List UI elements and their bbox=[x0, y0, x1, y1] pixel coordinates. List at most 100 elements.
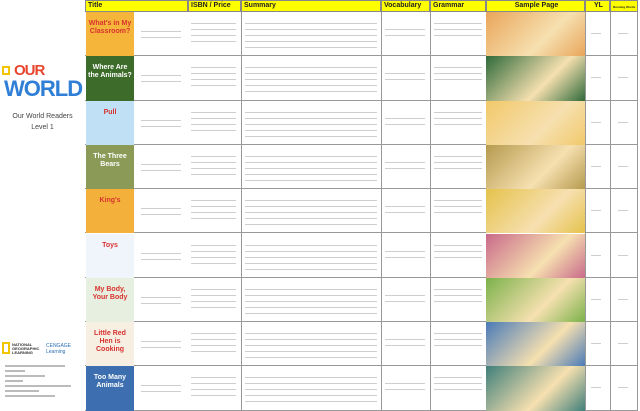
title-text bbox=[141, 249, 181, 262]
sample-page-image bbox=[486, 144, 585, 190]
running-words-value bbox=[618, 118, 628, 125]
vocabulary-text bbox=[385, 380, 425, 393]
yl-value bbox=[591, 295, 601, 302]
logo-line1: OUR bbox=[14, 62, 45, 79]
cengage-logo-text: CENGAGE Learning bbox=[46, 343, 72, 355]
summary-text bbox=[245, 241, 377, 270]
summary-text bbox=[245, 285, 377, 314]
grammar-text bbox=[434, 285, 482, 304]
book-cover: My Body, Your Body bbox=[86, 277, 134, 323]
book-cover: What's in My Classroom? bbox=[86, 12, 134, 57]
running-words-value bbox=[618, 340, 628, 347]
running-words-value bbox=[618, 207, 628, 214]
logo-line2: WORLD bbox=[4, 76, 83, 101]
yl-value bbox=[591, 207, 601, 214]
summary-text bbox=[245, 20, 377, 48]
yl-value bbox=[591, 30, 601, 36]
book-cover: Where Are the Animals? bbox=[86, 56, 134, 101]
grammar-text bbox=[434, 108, 482, 127]
book-row: King's bbox=[85, 189, 638, 234]
publisher-info bbox=[5, 362, 75, 400]
book-row: Toys bbox=[85, 233, 638, 278]
sample-page-image bbox=[486, 189, 585, 234]
our-world-logo: OUR WORLD bbox=[2, 62, 83, 102]
header-isbn: ISBN / Price bbox=[188, 0, 241, 12]
sample-page-image bbox=[486, 366, 585, 411]
header-running-words: Running Words bbox=[610, 0, 638, 12]
nat-geo-icon bbox=[2, 66, 10, 75]
cover-title: The Three Bears bbox=[93, 152, 127, 168]
isbn-price-text bbox=[191, 64, 236, 89]
series-name: Our World Readers bbox=[12, 113, 73, 120]
header-summary: Summary bbox=[241, 0, 381, 12]
sample-page-image bbox=[486, 12, 585, 57]
summary-text bbox=[245, 330, 377, 359]
cover-title: Too Many Animals bbox=[93, 374, 127, 390]
cover-title: Pull bbox=[103, 108, 117, 116]
cover-title: Where Are the Animals? bbox=[88, 64, 132, 80]
vocabulary-text bbox=[385, 26, 425, 38]
sample-page-image bbox=[486, 56, 585, 101]
title-text bbox=[141, 72, 181, 85]
book-cover: Too Many Animals bbox=[86, 366, 134, 411]
yl-value bbox=[591, 251, 601, 258]
book-row: Too Many Animals bbox=[85, 366, 638, 411]
vocabulary-text bbox=[385, 114, 425, 127]
grammar-text bbox=[434, 64, 482, 83]
sample-page-image bbox=[486, 277, 585, 323]
isbn-price-text bbox=[191, 330, 236, 355]
grammar-text bbox=[434, 20, 482, 38]
grammar-text bbox=[434, 197, 482, 216]
running-words-value bbox=[618, 384, 628, 391]
grammar-text bbox=[434, 152, 482, 171]
running-words-value bbox=[618, 74, 628, 81]
header-title: Title bbox=[85, 0, 188, 12]
grammar-text bbox=[434, 374, 482, 393]
left-panel: OUR WORLD Our World Readers Level 1 NATI… bbox=[0, 0, 85, 411]
summary-text bbox=[245, 374, 377, 403]
running-words-value bbox=[618, 295, 628, 302]
title-text bbox=[141, 205, 181, 218]
title-text bbox=[141, 160, 181, 173]
running-words-value bbox=[618, 251, 628, 258]
isbn-price-text bbox=[191, 108, 236, 133]
summary-text bbox=[245, 64, 377, 93]
isbn-price-text bbox=[191, 285, 236, 310]
sample-page-image bbox=[486, 100, 585, 145]
sample-page-image bbox=[486, 233, 585, 278]
cover-title: What's in My Classroom? bbox=[88, 20, 132, 35]
yl-value bbox=[591, 74, 601, 81]
cover-title: My Body, Your Body bbox=[92, 285, 128, 301]
isbn-price-text bbox=[191, 374, 236, 399]
book-row: Where Are the Animals? bbox=[85, 56, 638, 101]
book-cover: The Three Bears bbox=[86, 144, 134, 190]
running-words-value bbox=[618, 30, 628, 36]
book-row: The Three Bears bbox=[85, 144, 638, 190]
yl-value bbox=[591, 162, 601, 169]
isbn-price-text bbox=[191, 20, 236, 44]
cover-title: Toys bbox=[102, 241, 118, 249]
vocabulary-text bbox=[385, 70, 425, 83]
title-text bbox=[141, 116, 181, 129]
title-text bbox=[141, 28, 181, 40]
title-text bbox=[141, 293, 181, 306]
book-cover: King's bbox=[86, 189, 134, 234]
vocabulary-text bbox=[385, 291, 425, 304]
cover-title: Little Red Hen is Cooking bbox=[94, 330, 126, 354]
vocabulary-text bbox=[385, 247, 425, 260]
book-cover: Little Red Hen is Cooking bbox=[86, 322, 134, 367]
header-vocabulary: Vocabulary bbox=[381, 0, 430, 12]
cover-title: King's bbox=[99, 197, 121, 205]
title-text bbox=[141, 338, 181, 351]
ngl-logo-text: NATIONAL GEOGRAPHIC LEARNING bbox=[12, 342, 40, 355]
summary-text bbox=[245, 152, 377, 181]
book-row: Pull bbox=[85, 100, 638, 145]
grammar-text bbox=[434, 241, 482, 260]
summary-text bbox=[245, 197, 377, 226]
sample-page-image bbox=[486, 322, 585, 367]
book-row: What's in My Classroom? bbox=[85, 12, 638, 57]
summary-text bbox=[245, 108, 377, 137]
header-grammar: Grammar bbox=[430, 0, 486, 12]
book-cover: Pull bbox=[86, 100, 134, 145]
yl-value bbox=[591, 340, 601, 347]
